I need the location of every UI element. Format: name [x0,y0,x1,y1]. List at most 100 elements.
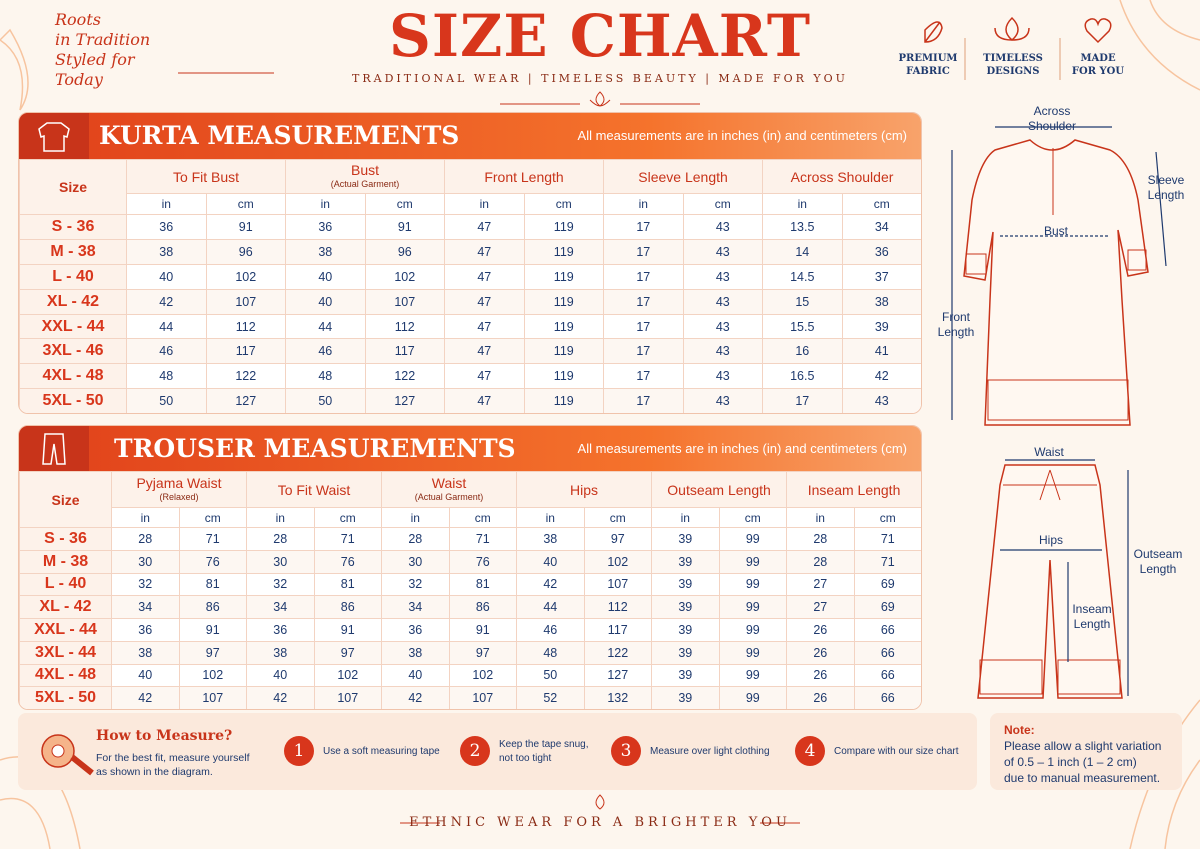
value: 102 [583,549,653,574]
value: 71 [448,527,518,551]
column-header: Across Shoulder [762,159,921,194]
data-row: 3XL - 46 46 117 46 117 47 119 17 43 16 41 [19,338,921,365]
value: 99 [718,572,788,597]
value: 43 [682,214,764,240]
value: 28 [381,527,450,551]
trouser-title: TROUSER MEASUREMENTS [114,434,516,463]
value: 81 [313,572,383,597]
value: 39 [651,549,720,574]
note: Note: Please allow a slight variation of 0… [1004,722,1161,786]
value: 43 [682,388,764,413]
step-line: Measure over light clothing [650,746,770,757]
size: 4XL - 48 [19,363,127,390]
unit: in [651,507,720,528]
value: 102 [178,663,247,688]
value: 91 [364,214,446,240]
data-row: XL - 42 42 107 40 107 47 119 17 43 15 38 [19,288,921,315]
header-row: Size To Fit Bust Bust (Actual Garment) Front… [19,159,921,215]
value: 15.5 [762,313,843,340]
value: 44 [516,595,585,619]
feature-line: PREMIUM [898,53,958,64]
value: 46 [285,338,366,365]
value: 28 [111,527,180,551]
value: 38 [381,640,450,665]
value: 44 [126,313,207,340]
column-sub: (Actual Garment) [330,178,400,189]
value: 47 [444,214,525,240]
size: 5XL - 50 [19,388,127,413]
column-name: To Fit Waist [277,481,351,498]
kurta-card: KURTA MEASUREMENTS All measurements are … [18,112,922,414]
value: 44 [285,313,366,340]
value: 17 [603,238,684,265]
value: 40 [285,263,366,290]
feature-line: FABRIC [906,66,950,77]
value: 38 [126,238,207,265]
value: 36 [246,618,315,642]
value: 42 [516,572,585,597]
value: 119 [523,263,605,290]
value: 17 [603,313,684,340]
tape-icon [41,734,94,776]
data-row: XXL - 44 44 112 44 112 47 119 17 43 15.5 39 [19,313,921,340]
note-line: Please allow a slight variation [1004,739,1162,753]
value: 43 [682,288,764,315]
value: 81 [448,572,518,597]
value: 127 [583,663,653,688]
unit: in [285,193,366,215]
value: 46 [516,618,585,642]
size: 4XL - 48 [19,663,112,688]
column-name: Inseam Length [807,481,901,498]
value: 107 [205,288,287,315]
data-row: S - 36 28 71 28 71 28 71 38 97 39 99 28 71 [19,527,921,551]
column-name: Front Length [484,168,564,185]
how-to-title: How to Measure? [96,728,233,744]
value: 132 [583,686,653,709]
column-header: Waist (Actual Garment) [381,471,518,508]
value: 42 [381,686,450,709]
value: 28 [786,549,855,574]
value: 13.5 [762,214,843,240]
value: 102 [313,663,383,688]
value: 40 [285,288,366,315]
size-header: Size [19,159,127,215]
data-row: M - 38 38 96 38 96 47 119 17 43 14 36 [19,238,921,265]
value: 16 [762,338,843,365]
value: 43 [682,338,764,365]
value: 30 [246,549,315,574]
value: 39 [841,313,921,340]
value: 43 [682,363,764,390]
unit: cm [313,507,383,528]
label-line: Sleeve [1147,173,1185,187]
note-title: Note: [1004,723,1035,737]
value: 46 [126,338,207,365]
data-row: 4XL - 48 48 122 48 122 47 119 17 43 16.5 42 [19,363,921,390]
value: 40 [246,663,315,688]
unit: in [516,507,585,528]
value: 43 [682,263,764,290]
label-line: Length [937,325,975,339]
value: 99 [718,640,788,665]
size: S - 36 [19,214,127,240]
feature: PREMIUM FABRIC [888,52,968,78]
value: 91 [448,618,518,642]
value: 39 [651,527,720,551]
value: 36 [285,214,366,240]
value: 43 [682,238,764,265]
column-header: Inseam Length [786,471,921,508]
value: 42 [246,686,315,709]
value: 122 [205,363,287,390]
step-line: Use a soft measuring tape [323,746,440,757]
value: 71 [178,527,247,551]
value: 28 [786,527,855,551]
size: M - 38 [19,238,127,265]
value: 15 [762,288,843,315]
step-text: Use a soft measuring tape [323,745,440,759]
value: 99 [718,549,788,574]
unit: in [444,193,525,215]
value: 34 [111,595,180,619]
value: 39 [651,618,720,642]
column-sub: (Relaxed) [159,491,199,502]
trouser-table: Size Pyjama Waist (Relaxed) To Fit Waist Wai… [19,471,921,709]
